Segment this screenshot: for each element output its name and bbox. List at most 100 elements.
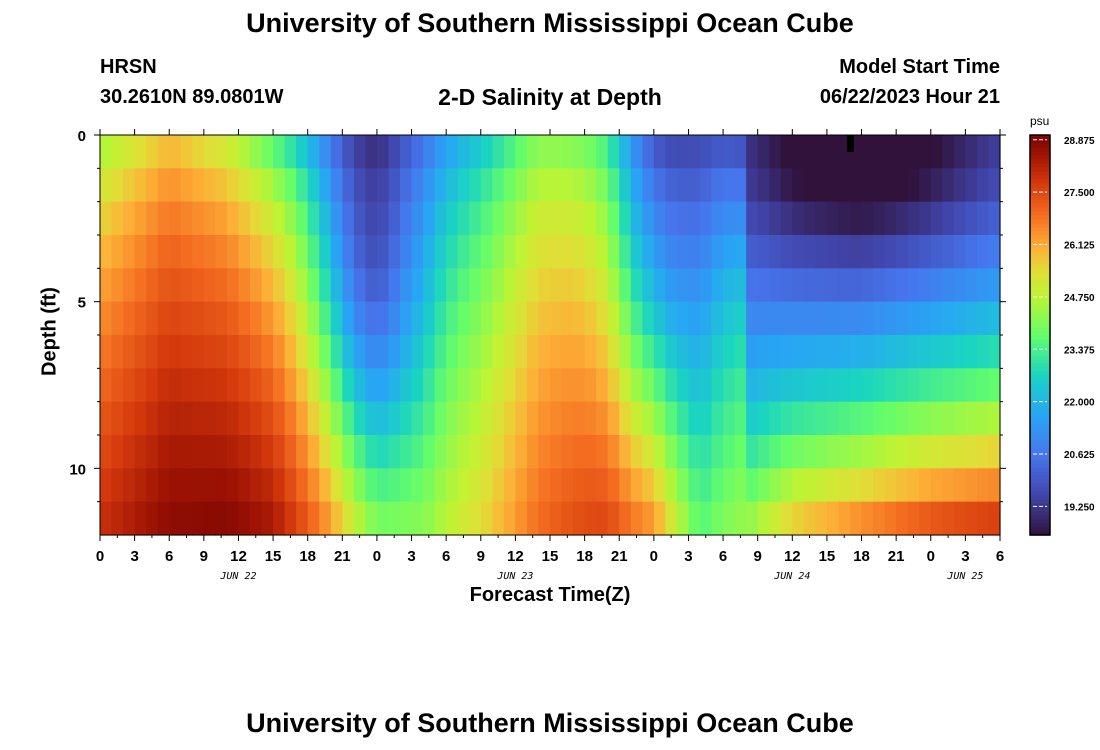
heatmap-cell [711, 268, 724, 303]
heatmap-cell [619, 468, 632, 503]
heatmap-cell [792, 401, 805, 436]
heatmap-cell [550, 368, 563, 403]
heatmap-cell [342, 401, 355, 436]
heatmap-cell [584, 468, 597, 503]
heatmap-cell [746, 235, 759, 269]
heatmap-cell [503, 168, 516, 203]
heatmap-cell [619, 401, 632, 436]
heatmap-cell [953, 401, 966, 436]
heatmap-cell [215, 401, 228, 436]
heatmap-cell [423, 468, 436, 503]
heatmap-cell [815, 235, 828, 269]
colorbar-segment [1030, 439, 1050, 444]
heatmap-cell [688, 301, 701, 336]
heatmap-cell [861, 268, 874, 303]
heatmap-cell [192, 268, 205, 303]
heatmap-cell [630, 168, 643, 203]
heatmap-cell [896, 501, 909, 536]
heatmap-cell [180, 501, 193, 536]
heatmap-cell [803, 435, 816, 469]
heatmap-cell [515, 501, 528, 536]
heatmap-cell [884, 401, 897, 436]
colorbar-segment [1030, 423, 1050, 428]
colorbar-segment [1030, 411, 1050, 416]
heatmap-cell [850, 401, 863, 436]
heatmap-cell [850, 235, 863, 269]
heatmap-cell [723, 335, 736, 369]
heatmap-cell [607, 268, 620, 303]
heatmap-cell [988, 335, 1001, 369]
heatmap-cell [526, 301, 540, 336]
heatmap-cell [953, 301, 966, 336]
heatmap-cell [296, 335, 309, 369]
heatmap-cell [296, 435, 309, 469]
heatmap-cell [100, 168, 113, 203]
heatmap-cell [330, 368, 343, 403]
colorbar-segment [1030, 379, 1050, 384]
heatmap-cell [365, 401, 378, 436]
heatmap-cell [711, 501, 724, 536]
heatmap-cell [192, 501, 205, 536]
heatmap-cell [884, 435, 897, 469]
heatmap-cell [169, 468, 182, 503]
heatmap-cell [434, 301, 447, 336]
heatmap-cell [792, 201, 805, 236]
heatmap-cell [896, 401, 909, 436]
heatmap-cell [296, 135, 309, 169]
heatmap-cell [780, 335, 793, 369]
heatmap-cell [146, 301, 159, 336]
heatmap-cell [284, 168, 297, 203]
heatmap-cell [596, 201, 609, 236]
heatmap-cell [746, 201, 759, 236]
heatmap-cell [307, 435, 320, 469]
heatmap-cell [815, 401, 828, 436]
heatmap-cell [573, 235, 586, 269]
heatmap-cell [965, 235, 978, 269]
heatmap-cell [850, 335, 863, 369]
heatmap-cell [815, 268, 828, 303]
heatmap-cell [884, 301, 897, 336]
heatmap-cell [111, 201, 124, 236]
heatmap-cell [284, 401, 297, 436]
heatmap-cell [653, 235, 666, 269]
heatmap-cell [734, 235, 747, 269]
heatmap-cell [319, 335, 332, 369]
heatmap-cell [284, 368, 297, 403]
colorbar-segment [1030, 335, 1050, 340]
heatmap-cell [550, 435, 563, 469]
heatmap-cell [100, 135, 113, 169]
heatmap-cell [203, 268, 216, 303]
colorbar-segment [1030, 227, 1050, 232]
heatmap-cell [642, 135, 655, 169]
heatmap-cell [665, 135, 678, 169]
heatmap-cell [411, 335, 424, 369]
heatmap-cell [100, 435, 113, 469]
heatmap-cell [526, 235, 540, 269]
heatmap-cell [619, 135, 632, 169]
heatmap-cell [746, 368, 759, 403]
heatmap-cell [492, 368, 505, 403]
colorbar-segment [1030, 195, 1050, 200]
heatmap-cell [734, 301, 747, 336]
heatmap-cell [596, 268, 609, 303]
heatmap-cell [330, 168, 343, 203]
heatmap-cell [676, 501, 690, 536]
heatmap-cell [907, 201, 920, 236]
heatmap-cell [596, 168, 609, 203]
heatmap-cell [976, 401, 990, 436]
heatmap-cell [746, 401, 759, 436]
colorbar-segment [1030, 287, 1050, 292]
heatmap-cell [134, 235, 147, 269]
heatmap-cell [319, 301, 332, 336]
y-tick-label: 0 [78, 128, 86, 145]
x-tick-label: 18 [299, 548, 316, 565]
heatmap-cell [111, 368, 124, 403]
heatmap-cell [284, 335, 297, 369]
date-label: JUN 24 [773, 571, 810, 582]
heatmap-cell [284, 268, 297, 303]
heatmap-cell [596, 301, 609, 336]
heatmap-cell [873, 201, 886, 236]
heatmap-cell [711, 235, 724, 269]
colorbar-segment [1030, 503, 1050, 508]
